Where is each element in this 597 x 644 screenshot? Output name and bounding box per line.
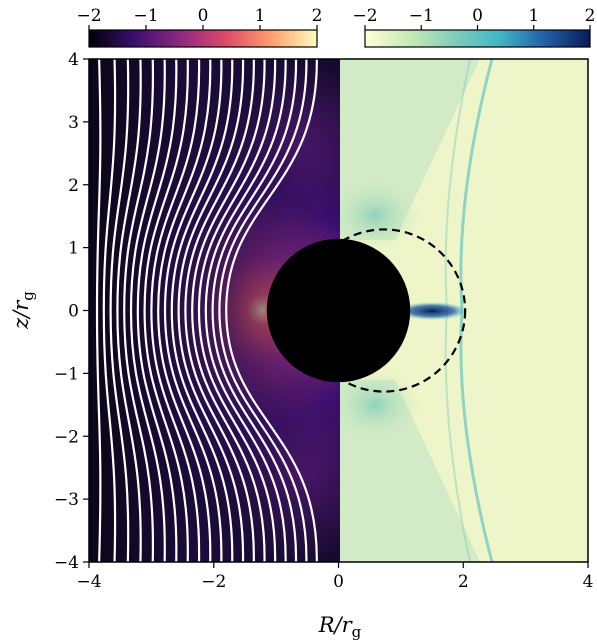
y-tick-label: −3 [54, 490, 79, 510]
field-line [116, 59, 142, 562]
y-tick-label: −1 [54, 364, 79, 384]
colorbars: −2 −1 0 1 2 −2 −1 0 1 2 [76, 6, 596, 48]
y-axis-ticks: −4 −3 −2 −1 0 1 2 3 4 [54, 50, 89, 573]
field-line [218, 59, 308, 562]
x-axis-title: R/rg [318, 613, 362, 641]
field-line [129, 59, 166, 562]
field-line [163, 59, 223, 562]
field-line [157, 59, 212, 562]
field-line [225, 59, 318, 562]
field-line [184, 59, 255, 562]
field-line [170, 59, 234, 562]
colorbar-tick-label: −1 [409, 6, 434, 26]
colorbar-tick-label: −1 [133, 6, 158, 26]
y-tick-label: 2 [68, 176, 79, 196]
colorbar-tick-label: −2 [352, 6, 377, 26]
colorbar-tick-label: 0 [472, 6, 483, 26]
colorbar-tick-label: 2 [312, 6, 323, 26]
y-tick-label: 0 [68, 302, 79, 322]
field-line [191, 59, 266, 562]
field-line [197, 59, 277, 562]
y-tick-label: 4 [68, 50, 79, 70]
x-tick-label: 0 [333, 572, 344, 592]
colorbar-tick-label: 1 [528, 6, 539, 26]
x-tick-label: 4 [583, 572, 594, 592]
field-line [109, 59, 130, 562]
field-line [150, 59, 201, 562]
x-axis-ticks: −4 −2 0 2 4 [76, 562, 593, 592]
y-tick-label: −4 [54, 553, 79, 573]
y-tick-label: 3 [68, 113, 79, 133]
field-line [177, 59, 245, 562]
field-line [123, 59, 155, 562]
colorbar-right-panel [364, 29, 591, 48]
x-tick-label: −2 [201, 572, 226, 592]
colorbar-tick-label: −2 [76, 6, 101, 26]
y-tick-label: 1 [68, 239, 79, 259]
field-line [143, 59, 189, 562]
y-tick-label: −2 [54, 427, 79, 447]
plot-area [89, 59, 588, 562]
field-line [204, 59, 287, 562]
y-axis-title: z/rg [9, 291, 37, 330]
colorbar-left-panel [88, 29, 318, 48]
field-line [136, 59, 178, 562]
black-hole-disk [266, 238, 411, 383]
colorbar-tick-label: 1 [255, 6, 266, 26]
field-line [95, 59, 102, 562]
colorbar-tick-label: 0 [198, 6, 209, 26]
field-line [102, 59, 117, 562]
x-tick-label: −4 [76, 572, 101, 592]
x-tick-label: 2 [458, 572, 469, 592]
field-line [211, 59, 297, 562]
magnetic-field-lines [95, 59, 318, 562]
colorbar-tick-label: 2 [585, 6, 596, 26]
